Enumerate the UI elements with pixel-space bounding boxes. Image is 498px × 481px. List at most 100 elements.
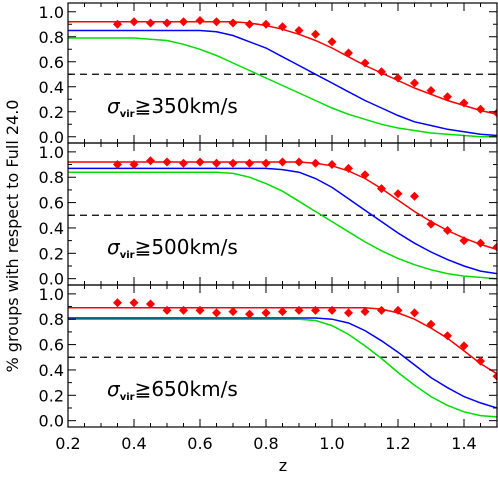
data-point [443, 331, 452, 341]
y-tick-label: 1.0 [39, 3, 64, 22]
data-point [212, 17, 221, 27]
data-point [162, 18, 172, 28]
data-point [146, 156, 155, 166]
threshold-text: ≧500km/s [135, 235, 238, 259]
data-point [492, 108, 497, 118]
data-point [228, 307, 238, 317]
data-point [311, 305, 320, 315]
data-point [327, 37, 337, 47]
data-point [195, 16, 205, 25]
data-point [261, 19, 271, 29]
series-line-red [68, 21, 497, 116]
sigma-subscript: vir [120, 392, 135, 403]
y-tick-label: 0.2 [39, 244, 64, 263]
x-axis-label: z [279, 456, 287, 475]
y-tick-label: 0.2 [39, 386, 64, 405]
series-line-red [68, 307, 497, 375]
data-point [113, 160, 122, 170]
plot-area [68, 156, 497, 280]
data-point [228, 158, 238, 168]
y-tick-label: 0.8 [39, 28, 64, 47]
data-point [377, 67, 386, 77]
data-point [410, 191, 419, 201]
series-line-blue [68, 167, 497, 275]
panels-group: 0.00.20.40.60.81.0σvir≧350km/s0.00.20.40… [39, 2, 498, 431]
data-point [344, 308, 353, 318]
y-tick-label: 1.0 [39, 143, 64, 162]
panel-2: 0.0 0.2 0.4 0.6 0.8 1.0 σvir≧500km/s [39, 142, 498, 289]
data-point [360, 307, 370, 317]
panel-annotation: σvir≧650km/s [107, 377, 238, 403]
data-point [426, 86, 436, 95]
series-line-green [68, 37, 497, 138]
plot-area [68, 298, 497, 418]
data-point [459, 236, 469, 246]
y-tick-label: 0.0 [39, 270, 64, 289]
data-point [212, 158, 221, 168]
data-point [146, 299, 155, 309]
data-point [228, 18, 238, 28]
y-tick-label: 0.4 [39, 219, 64, 238]
data-point [410, 308, 419, 318]
sigma-symbol: σ [107, 377, 121, 401]
data-point [443, 225, 452, 235]
data-point [360, 58, 370, 68]
data-point [311, 158, 320, 168]
data-point [129, 298, 139, 308]
x-tick-label: 0.6 [187, 434, 212, 453]
y-tick-label: 0.2 [39, 103, 64, 122]
plot-area [68, 16, 497, 138]
data-point [129, 17, 139, 27]
data-point [327, 305, 337, 315]
y-tick-label: 0.6 [39, 194, 64, 213]
series-line-blue [68, 29, 497, 137]
y-axis-label: % groups with respect to Full 24.0 [3, 100, 22, 373]
data-point [377, 305, 386, 315]
panel-frame [67, 284, 498, 428]
y-tick-label: 0.8 [39, 168, 64, 187]
sigma-symbol: σ [107, 235, 121, 259]
data-point [195, 305, 205, 315]
x-tick-label: 0.2 [55, 434, 80, 453]
data-point [426, 219, 436, 229]
data-point [360, 170, 370, 180]
data-point [212, 308, 221, 318]
panel-3: 0.0 0.2 0.4 0.6 0.8 1.0 σvir≧650km/s [39, 284, 498, 431]
data-point [459, 98, 469, 108]
data-point [113, 298, 122, 308]
x-tick-labels: 0.2 0.4 0.6 0.8 1.0 1.2 1.4 [55, 434, 476, 453]
data-point [245, 309, 254, 319]
data-point [195, 157, 205, 167]
data-point [162, 157, 172, 167]
data-point [492, 242, 497, 252]
data-point [476, 238, 485, 248]
data-point [146, 18, 155, 28]
data-point [113, 19, 122, 29]
data-point [261, 158, 271, 168]
y-tick-label: 0.6 [39, 53, 64, 72]
y-tick-label: 1.0 [39, 285, 64, 304]
threshold-text: ≧650km/s [135, 377, 238, 401]
x-tick-label: 1.4 [451, 434, 476, 453]
y-tick-label: 0.8 [39, 310, 64, 329]
data-point [327, 160, 337, 170]
data-point [245, 19, 254, 29]
data-point [443, 92, 452, 102]
y-tick-label: 0.4 [39, 361, 64, 380]
data-point [245, 158, 254, 168]
data-point [294, 305, 304, 315]
sigma-subscript: vir [120, 250, 135, 261]
data-point [294, 26, 304, 35]
data-point [311, 29, 320, 39]
data-point [492, 371, 497, 381]
y-tick-label: 0.6 [39, 336, 64, 355]
x-tick-label: 1.0 [319, 434, 344, 453]
data-point [344, 48, 353, 58]
threshold-text: ≧350km/s [135, 94, 238, 118]
data-point [278, 307, 287, 317]
data-point [393, 305, 403, 315]
data-point [344, 163, 353, 173]
data-point [294, 157, 304, 167]
y-tick-label: 0.0 [39, 412, 64, 431]
